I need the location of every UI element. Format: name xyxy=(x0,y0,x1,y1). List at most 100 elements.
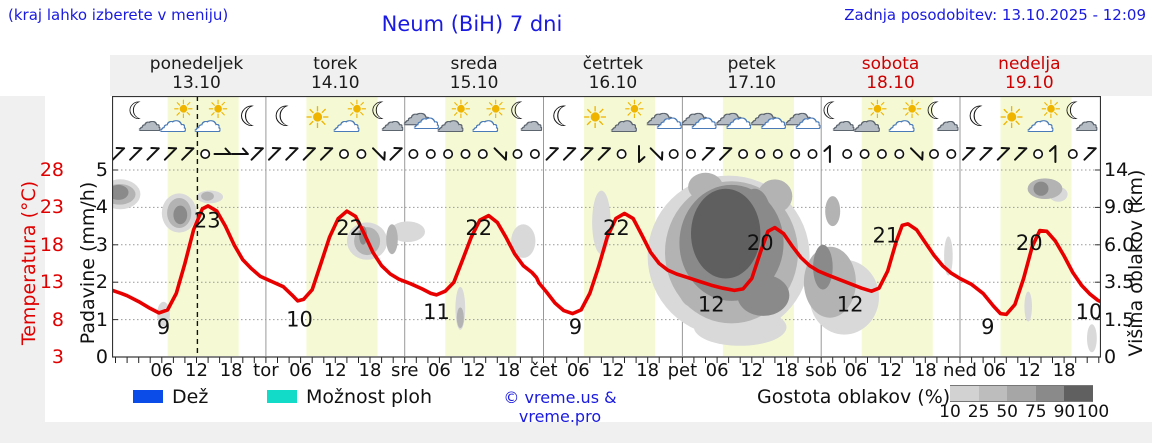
hour-label: 12 xyxy=(462,360,486,381)
moon-icon: ☾ xyxy=(1064,97,1087,125)
day-date: 18.10 xyxy=(866,73,915,93)
weather-icon-moon: ☾ xyxy=(263,96,303,140)
hour-label: 12 xyxy=(879,360,903,381)
cloud-icon: ☁ xyxy=(1075,111,1098,136)
wind-calm-icon xyxy=(842,148,853,159)
wind-barb-icon xyxy=(962,146,976,161)
wind-barb-icon xyxy=(996,146,1011,161)
wind-calm-icon xyxy=(339,148,350,159)
temp-label: 22 xyxy=(336,216,363,240)
hour-label: 06 xyxy=(566,360,590,381)
cloud-icon: ☁ xyxy=(832,111,855,136)
hour-label: 06 xyxy=(289,360,313,381)
wind-calm-icon xyxy=(755,148,766,159)
temp-label: 10 xyxy=(1076,300,1101,324)
cloudheight-tick: 0 xyxy=(1104,346,1117,368)
left-margin-strip xyxy=(0,96,45,423)
wind-barb-icon xyxy=(638,145,646,163)
day-name: četrtek xyxy=(582,54,644,74)
cloud-icon: ☁ xyxy=(413,105,440,135)
cloud-icon: ☁ xyxy=(656,105,682,135)
rain-legend-swatch xyxy=(133,390,163,403)
density-segment xyxy=(950,385,979,402)
wind-barb-icon xyxy=(1014,146,1028,161)
weather-icon-moon-cloud: ☾ ☁ xyxy=(923,96,963,140)
weather-icon-clouds: ☁ ☁ xyxy=(784,96,824,140)
day-name: petek xyxy=(727,54,776,74)
cloud-icon: ☁ xyxy=(690,105,717,135)
day-header-sobota: sobota 18.10 xyxy=(825,55,957,93)
day-header-band xyxy=(110,55,1152,96)
weather-icon-sun: ☀ xyxy=(298,96,338,140)
temp-tick: 23 xyxy=(39,196,64,219)
density-tick: 10 xyxy=(939,402,961,422)
moon-icon: ☾ xyxy=(273,100,299,133)
precip-tick: 5 xyxy=(95,159,108,181)
footer-band xyxy=(0,422,1152,443)
day-name: ponedeljek xyxy=(149,54,244,74)
wind-barb-icon xyxy=(545,146,559,161)
weather-icon-moon: ☾ xyxy=(957,96,997,140)
temp-tick: 18 xyxy=(39,233,64,256)
moon-icon: ☾ xyxy=(821,97,844,125)
cloud-icon: ☁ xyxy=(381,111,404,136)
weather-icon-clouds: ☁ ☁ xyxy=(714,96,754,140)
day-header-sreda: sreda 15.10 xyxy=(408,55,540,93)
wind-calm-icon xyxy=(668,148,679,159)
hour-label: 18 xyxy=(358,360,382,381)
wind-barb-icon xyxy=(213,147,232,155)
wind-barb-icon xyxy=(823,145,831,163)
sun-icon: ☀ xyxy=(900,95,924,124)
hour-label: 12 xyxy=(323,360,347,381)
temp-label: 23 xyxy=(194,208,221,232)
wind-barb-icon xyxy=(562,146,577,161)
cloud-icon: ☁ xyxy=(610,107,638,138)
weather-icon-moon: ☾ xyxy=(229,96,269,140)
wind-barb-icon xyxy=(146,146,160,161)
cloud-icon: ☁ xyxy=(725,105,752,135)
temp-label: 12 xyxy=(698,293,725,317)
wind-calm-icon xyxy=(946,148,957,159)
moon-icon: ☾ xyxy=(925,97,948,125)
density-segment xyxy=(1064,385,1093,402)
hour-label: 12 xyxy=(740,360,764,381)
sun-icon: ☀ xyxy=(998,101,1025,136)
weather-icon-sun-cloud: ☀ ☁ xyxy=(333,96,373,140)
weather-icon-clouds: ☁ ☁ xyxy=(680,96,720,140)
weather-icon-sun-cloud: ☀ ☁ xyxy=(888,96,928,140)
day-abbrev-label: pet xyxy=(667,360,698,381)
day-name: nedelja xyxy=(998,54,1061,74)
density-tick: 25 xyxy=(967,402,990,422)
cloud-icon: ☁ xyxy=(784,98,813,131)
day-date: 15.10 xyxy=(449,73,499,93)
chart-svg: 9 23 10 22 11 22 9 22 12 20 12 21 9 20 10 xyxy=(100,95,1102,363)
wind-calm-icon xyxy=(894,148,905,159)
wind-calm-icon xyxy=(616,148,627,159)
day-abbrev-label: ned xyxy=(943,360,977,381)
weather-icon-sun-graycloud: ☀ ☁ xyxy=(437,96,477,140)
cloud-icon: ☁ xyxy=(680,98,709,131)
day-header-ponedeljek: ponedeljek 13.10 xyxy=(131,55,263,93)
wind-barb-icon xyxy=(597,146,611,161)
wind-barb-icon xyxy=(1048,145,1057,163)
chart-plot: 9 23 10 22 11 22 9 22 12 20 12 21 9 20 10 xyxy=(100,95,1102,370)
wind-calm-icon xyxy=(772,148,783,159)
wind-barb-icon xyxy=(909,147,924,161)
density-segment xyxy=(978,385,1008,402)
cloud-icon: ☁ xyxy=(471,107,499,138)
weather-icons-row: ☾ ☁ ☀ ☁ ☀ ☁ ☾ ☾ ☀ ☀ ☁ ☾ ☁ ☁ ☁ ☀ ☁ ☀ ☁ ☾ ☁ ☾ ☀ ☀ ☁ ☁ ☁ ☁ ☁ ☁ ☁ ☁ ☁ ☁ ☁ ☾ ☁ ☀ ☁ ☀… xyxy=(112,96,1101,140)
showers-legend-swatch xyxy=(267,390,297,403)
wind-barb-icon xyxy=(181,146,195,161)
wind-barb-icon xyxy=(111,146,126,161)
sun-icon: ☀ xyxy=(345,95,369,124)
wind-barb-icon xyxy=(250,146,264,161)
wind-calm-icon xyxy=(738,148,749,159)
wind-calm-icon xyxy=(1067,148,1078,159)
weather-icon-sun-cloud: ☀ ☁ xyxy=(194,96,234,140)
wind-calm-icon xyxy=(790,148,801,159)
day-name: sobota xyxy=(861,54,920,74)
hour-label: 18 xyxy=(1052,360,1076,381)
cloud-icon: ☁ xyxy=(1026,107,1054,138)
wind-barb-icon xyxy=(302,146,316,161)
cloud-icon: ☁ xyxy=(715,98,744,131)
